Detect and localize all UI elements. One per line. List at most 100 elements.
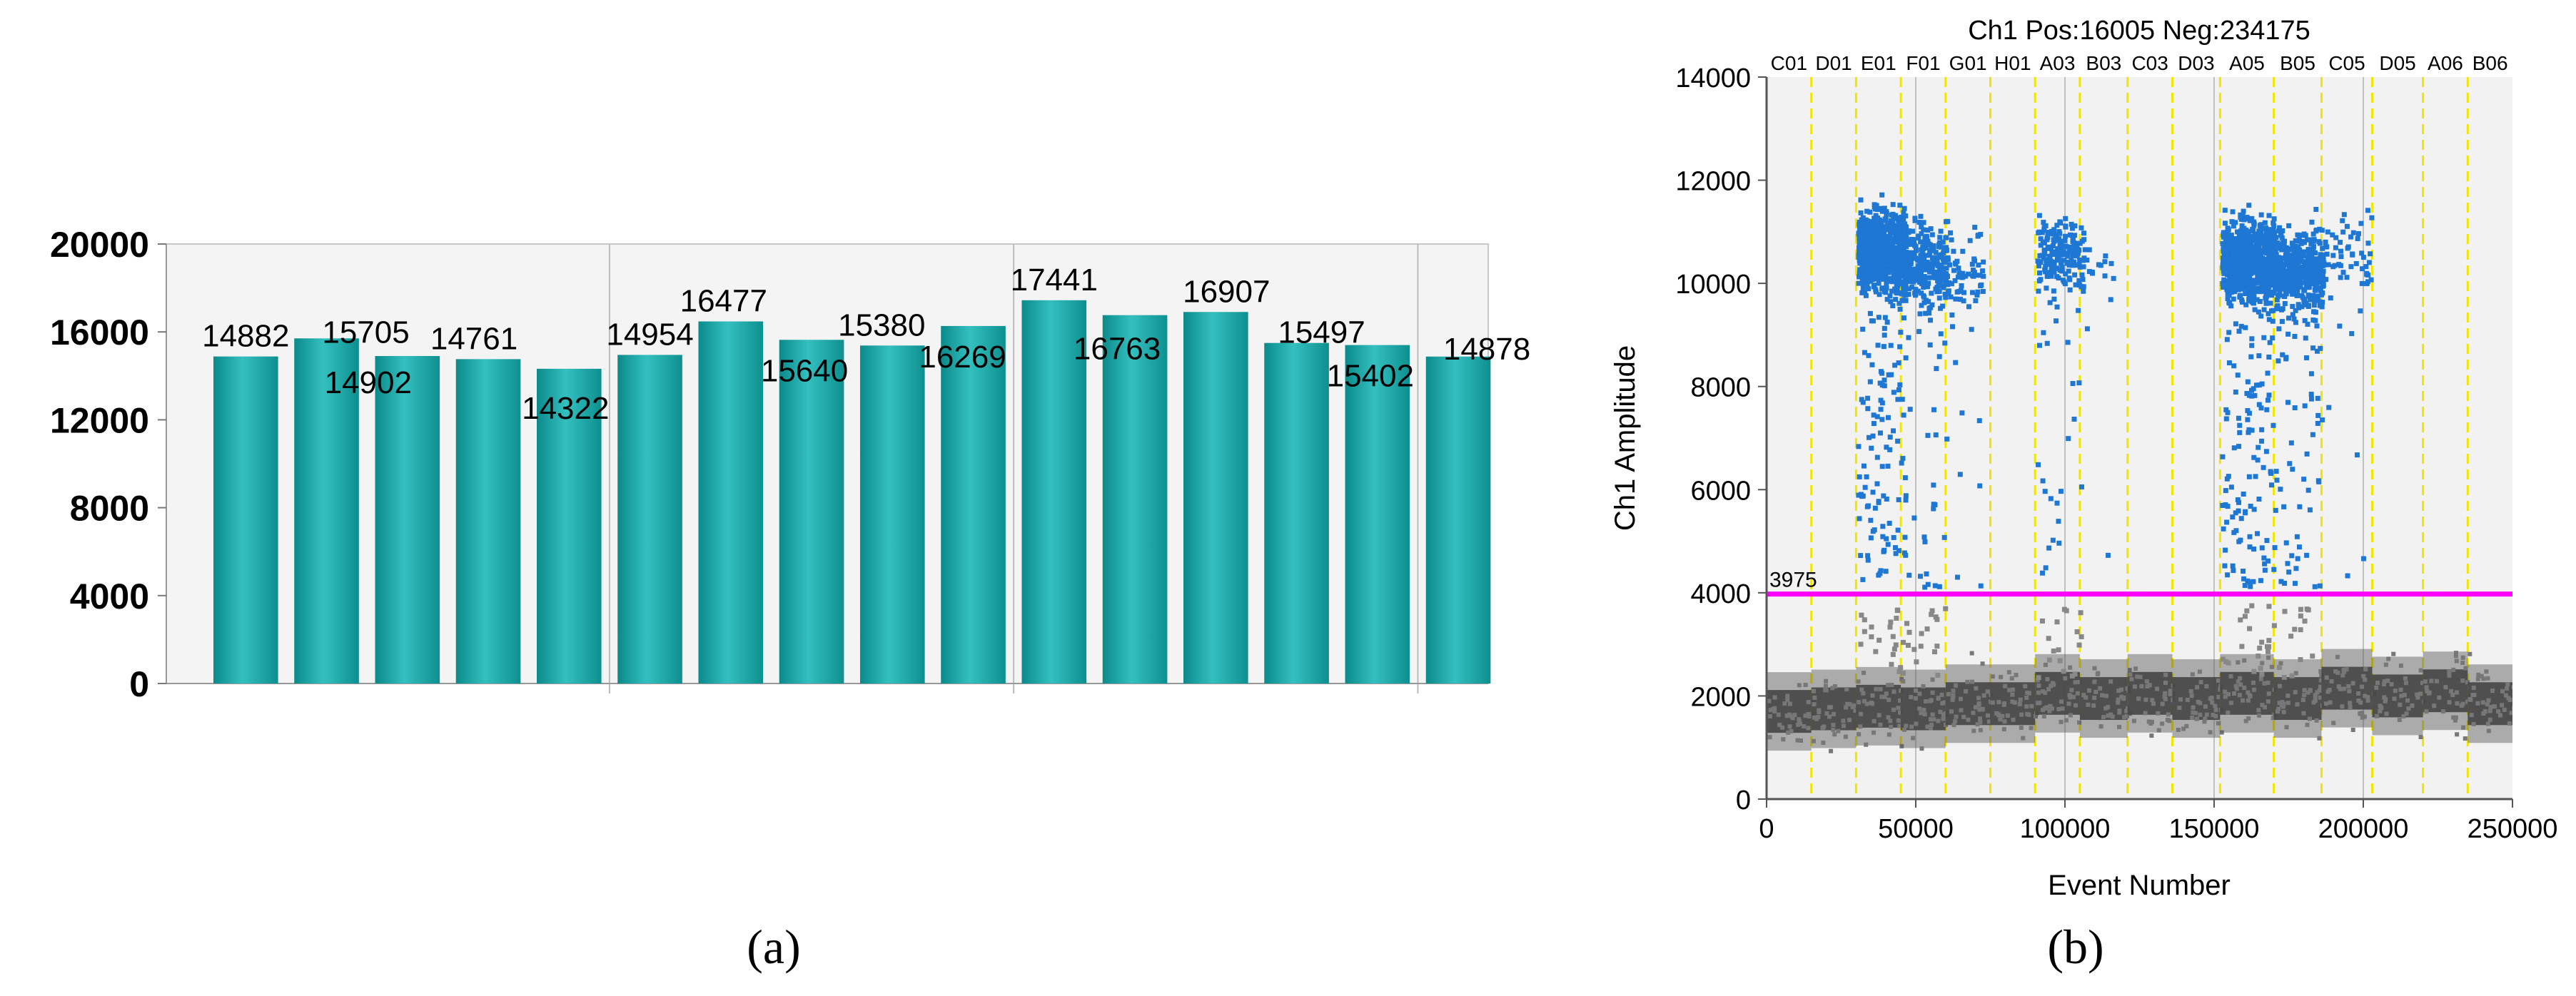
positive-droplet [2258, 281, 2264, 287]
positive-droplet [1865, 557, 1871, 563]
rain-droplet [2072, 671, 2078, 677]
positive-droplet [2294, 534, 2300, 539]
negative-droplet [2331, 721, 2336, 726]
positive-droplet [2316, 479, 2322, 484]
negative-droplet [2281, 709, 2286, 714]
rain-droplet [1919, 631, 1924, 636]
positive-droplet [2285, 561, 2290, 566]
negative-band-halo [1856, 666, 1901, 746]
positive-droplet [1884, 227, 1890, 233]
positive-droplet [2271, 220, 2276, 225]
positive-droplet [1868, 535, 1874, 541]
positive-droplet [2063, 223, 2069, 229]
negative-band [2372, 651, 2427, 740]
positive-droplet [2293, 308, 2298, 313]
positive-cluster-e01 [1856, 192, 1909, 582]
negative-droplet [2460, 679, 2465, 684]
positive-droplet [1936, 289, 1942, 295]
negative-droplet [2194, 716, 2199, 721]
positive-droplet [2358, 308, 2363, 314]
positive-droplet [2230, 563, 2236, 569]
positive-droplet [2068, 232, 2074, 238]
positive-droplet [1919, 279, 1925, 285]
positive-droplet [2268, 300, 2273, 306]
positive-droplet [2054, 304, 2060, 310]
positive-droplet [2226, 330, 2232, 335]
rain-droplet [2074, 629, 2080, 634]
negative-droplet [2122, 715, 2127, 720]
positive-droplet [2228, 290, 2234, 295]
positive-droplet [2266, 317, 2272, 322]
positive-droplet [1860, 400, 1866, 405]
positive-droplet [2292, 581, 2298, 586]
positive-droplet [2279, 235, 2285, 240]
negative-droplet [2463, 736, 2468, 741]
bar [1425, 356, 1491, 684]
positive-droplet [2227, 258, 2233, 264]
positive-droplet [1919, 239, 1925, 245]
positive-droplet [2292, 333, 2298, 339]
positive-droplet [2256, 497, 2262, 502]
negative-droplet [1976, 696, 1981, 701]
negative-droplet [2234, 686, 2239, 691]
positive-droplet [1933, 432, 1939, 438]
positive-droplet [1885, 542, 1891, 547]
positive-droplet [1978, 232, 1984, 238]
negative-droplet [1949, 709, 1954, 714]
positive-droplet [1941, 245, 1947, 251]
negative-droplet [2073, 680, 2078, 685]
droplet-points [1767, 192, 2512, 753]
positive-droplet [2242, 258, 2248, 264]
positive-droplet [1901, 298, 1906, 303]
positive-droplet [1931, 506, 1936, 512]
positive-droplet [1913, 266, 1919, 272]
positive-droplet [1867, 234, 1873, 240]
positive-droplet [1895, 278, 1901, 284]
bar-chart-data-labels: 14882 15705149021476114322149541647715640… [202, 263, 1530, 426]
negative-droplet [2397, 717, 2402, 722]
positive-droplet [2309, 266, 2315, 272]
positive-droplet [2239, 214, 2245, 220]
negative-droplet [2318, 669, 2323, 674]
negative-droplet [2108, 679, 2113, 684]
negative-droplet [2002, 701, 2007, 706]
positive-droplet [2234, 278, 2240, 283]
positive-droplet [2308, 371, 2314, 377]
positive-droplet [2257, 299, 2263, 305]
positive-droplet [1861, 463, 1867, 469]
positive-droplet [1912, 218, 1918, 223]
positive-droplet [2259, 258, 2265, 264]
negative-droplet [1806, 726, 1811, 731]
negative-droplet [1909, 695, 1914, 700]
positive-droplet [1906, 241, 1912, 247]
negative-droplet [2295, 702, 2300, 707]
positive-droplet [2243, 269, 2249, 275]
positive-droplet [2270, 318, 2276, 324]
positive-droplet [2286, 223, 2292, 228]
positive-droplet [2288, 282, 2294, 288]
positive-droplet [2297, 504, 2303, 509]
positive-droplet [1868, 226, 1874, 232]
negative-droplet [1976, 701, 1981, 706]
positive-droplet [2038, 243, 2044, 248]
negative-droplet [1922, 712, 1927, 717]
negative-droplet [2415, 692, 2420, 697]
positive-droplet [2305, 487, 2311, 493]
negative-droplet [1872, 718, 1877, 723]
positive-droplet [1904, 244, 1909, 250]
positive-droplet [2332, 263, 2338, 268]
positive-droplet [2084, 326, 2090, 332]
positive-droplet [1879, 285, 1885, 291]
positive-droplet [2235, 229, 2241, 235]
negative-droplet [2506, 696, 2511, 701]
rain-droplet [2259, 639, 2265, 645]
positive-droplet [2230, 209, 2236, 215]
positive-droplet [2280, 352, 2285, 357]
positive-droplet [2253, 285, 2259, 291]
negative-droplet [1864, 742, 1869, 747]
positive-droplet [2269, 267, 2275, 273]
positive-droplet [2261, 555, 2267, 561]
bar-data-label: 16763 [1074, 332, 1161, 367]
bar [1021, 300, 1087, 684]
